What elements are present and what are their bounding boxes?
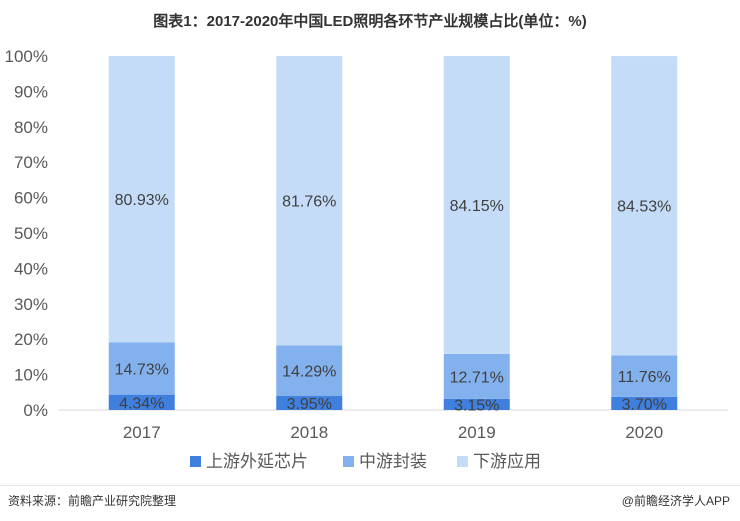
- legend-swatch: [457, 456, 468, 467]
- legend-swatch: [343, 456, 354, 467]
- x-tick-label: 2020: [625, 423, 663, 442]
- source-note: 资料来源：前瞻产业研究院整理: [8, 494, 177, 508]
- brand-label: @前瞻经济学人APP: [621, 494, 730, 508]
- legend-swatch: [190, 456, 201, 467]
- bar-segment: [276, 56, 343, 346]
- bar-segment: [611, 355, 678, 397]
- data-label: 84.15%: [450, 198, 504, 215]
- data-label: 14.29%: [282, 364, 336, 381]
- data-label: 80.93%: [115, 192, 169, 209]
- bar-segment: [108, 342, 175, 395]
- y-tick-label: 60%: [14, 189, 48, 208]
- bar-segment: [276, 345, 343, 397]
- bar-segment: [443, 55, 510, 354]
- x-tick-label: 2019: [458, 423, 496, 442]
- data-label: 84.53%: [617, 199, 671, 216]
- y-tick-label: 10%: [14, 366, 48, 385]
- bar-segment: [611, 56, 678, 356]
- y-tick-label: 100%: [5, 47, 48, 66]
- y-tick-label: 90%: [14, 82, 48, 101]
- bar-segment: [443, 353, 510, 399]
- data-label: 3.95%: [287, 396, 332, 413]
- bar-segment: [443, 398, 510, 410]
- y-tick-label: 80%: [14, 118, 48, 137]
- x-tick-label: 2018: [290, 423, 328, 442]
- y-tick-label: 50%: [14, 224, 48, 243]
- x-tick-label: 2017: [123, 423, 161, 442]
- y-tick-label: 20%: [14, 330, 48, 349]
- bar-segment: [276, 396, 343, 410]
- y-tick-label: 0%: [23, 401, 48, 420]
- legend-label: 上游外延芯片: [206, 452, 308, 471]
- footer-divider: [0, 485, 740, 486]
- data-label: 11.76%: [618, 369, 671, 386]
- y-tick-label: 70%: [14, 153, 48, 172]
- data-label: 4.34%: [119, 395, 164, 412]
- legend-label: 下游应用: [473, 452, 541, 471]
- data-label: 3.15%: [454, 397, 499, 414]
- y-tick-label: 40%: [14, 259, 48, 278]
- legend-label: 中游封装: [359, 452, 427, 471]
- data-label: 12.71%: [450, 369, 504, 386]
- chart-title: 图表1：2017-2020年中国LED照明各环节产业规模占比(单位：%): [153, 13, 587, 30]
- data-label: 14.73%: [115, 362, 169, 379]
- data-label: 3.70%: [622, 396, 667, 413]
- stacked-bar-chart: 0% 10% 20% 30% 40% 50% 60% 70% 80% 90% 100% 4.34% 14…: [5, 47, 728, 471]
- bar-segment: [108, 56, 175, 343]
- y-tick-label: 30%: [14, 295, 48, 314]
- bar-segment: [108, 394, 175, 410]
- bar-segment: [611, 396, 678, 410]
- data-label: 81.76%: [282, 194, 336, 211]
